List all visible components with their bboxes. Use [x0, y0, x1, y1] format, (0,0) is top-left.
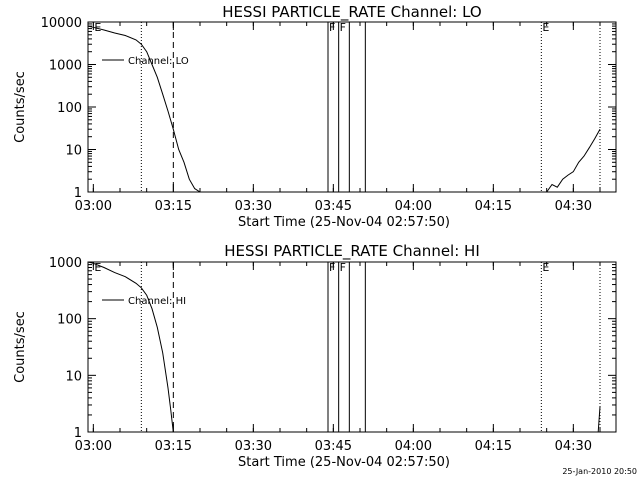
x-tick-label: 04:15 [475, 439, 512, 454]
y-tick-label: 1000 [49, 59, 82, 74]
x-tick-label: 04:30 [555, 199, 592, 214]
x-tick-label: 03:15 [155, 439, 192, 454]
y-tick-label: 1000 [49, 256, 82, 271]
y-tick-label: 100 [57, 313, 82, 328]
data-series-line [87, 25, 201, 193]
event-marker: E [542, 261, 549, 274]
x-tick-label: 03:30 [235, 439, 272, 454]
hi-channel-panel: HESSI PARTICLE_RATE Channel: HI 03:00 03:1… [13, 242, 617, 470]
x-tick-label: 03:00 [75, 199, 112, 214]
x-tick-label: 04:30 [555, 439, 592, 454]
legend-label: Channel: HI [128, 296, 186, 307]
y-tick-label: 10 [65, 369, 82, 384]
x-tick-label: 04:00 [395, 439, 432, 454]
y-axis-label: Counts/sec [13, 71, 28, 143]
plot-frame [87, 261, 617, 433]
y-tick-label: 100 [57, 101, 82, 116]
x-axis-label: Start Time (25-Nov-04 02:57:50) [238, 215, 450, 230]
x-tick-label: 03:00 [75, 439, 112, 454]
x-tick-label: 03:15 [155, 199, 192, 214]
event-marker: F [340, 261, 346, 274]
event-marker: E [94, 21, 101, 34]
data-series-line [546, 128, 601, 193]
data-series-line [87, 261, 174, 433]
y-tick-label: 1 [74, 186, 82, 201]
x-tick-label: 04:15 [475, 199, 512, 214]
x-tick-label: 04:00 [395, 199, 432, 214]
y-tick-label: 1 [74, 426, 82, 441]
chart-title: HESSI PARTICLE_RATE Channel: LO [222, 3, 481, 22]
y-tick-label: 10 [65, 144, 82, 159]
x-tick-label: 03:45 [315, 439, 352, 454]
event-marker: F [329, 261, 335, 274]
x-axis-label: Start Time (25-Nov-04 02:57:50) [238, 455, 450, 470]
legend-label: Channel: LO [128, 56, 189, 67]
event-marker: F [340, 21, 346, 34]
event-marker: F [329, 21, 335, 34]
x-tick-label: 03:30 [235, 199, 272, 214]
y-axis-label: Counts/sec [13, 311, 28, 383]
data-series-line [597, 406, 601, 433]
plot-timestamp: 25-Jan-2010 20:50 [562, 467, 637, 476]
event-marker: E [94, 261, 101, 274]
y-tick-label: 10000 [41, 16, 82, 31]
chart-title: HESSI PARTICLE_RATE Channel: HI [224, 242, 480, 261]
lo-channel-panel: HESSI PARTICLE_RATE Channel: LO 03:00 03:1… [13, 3, 617, 230]
x-tick-label: 03:45 [315, 199, 352, 214]
event-marker: E [542, 21, 549, 34]
